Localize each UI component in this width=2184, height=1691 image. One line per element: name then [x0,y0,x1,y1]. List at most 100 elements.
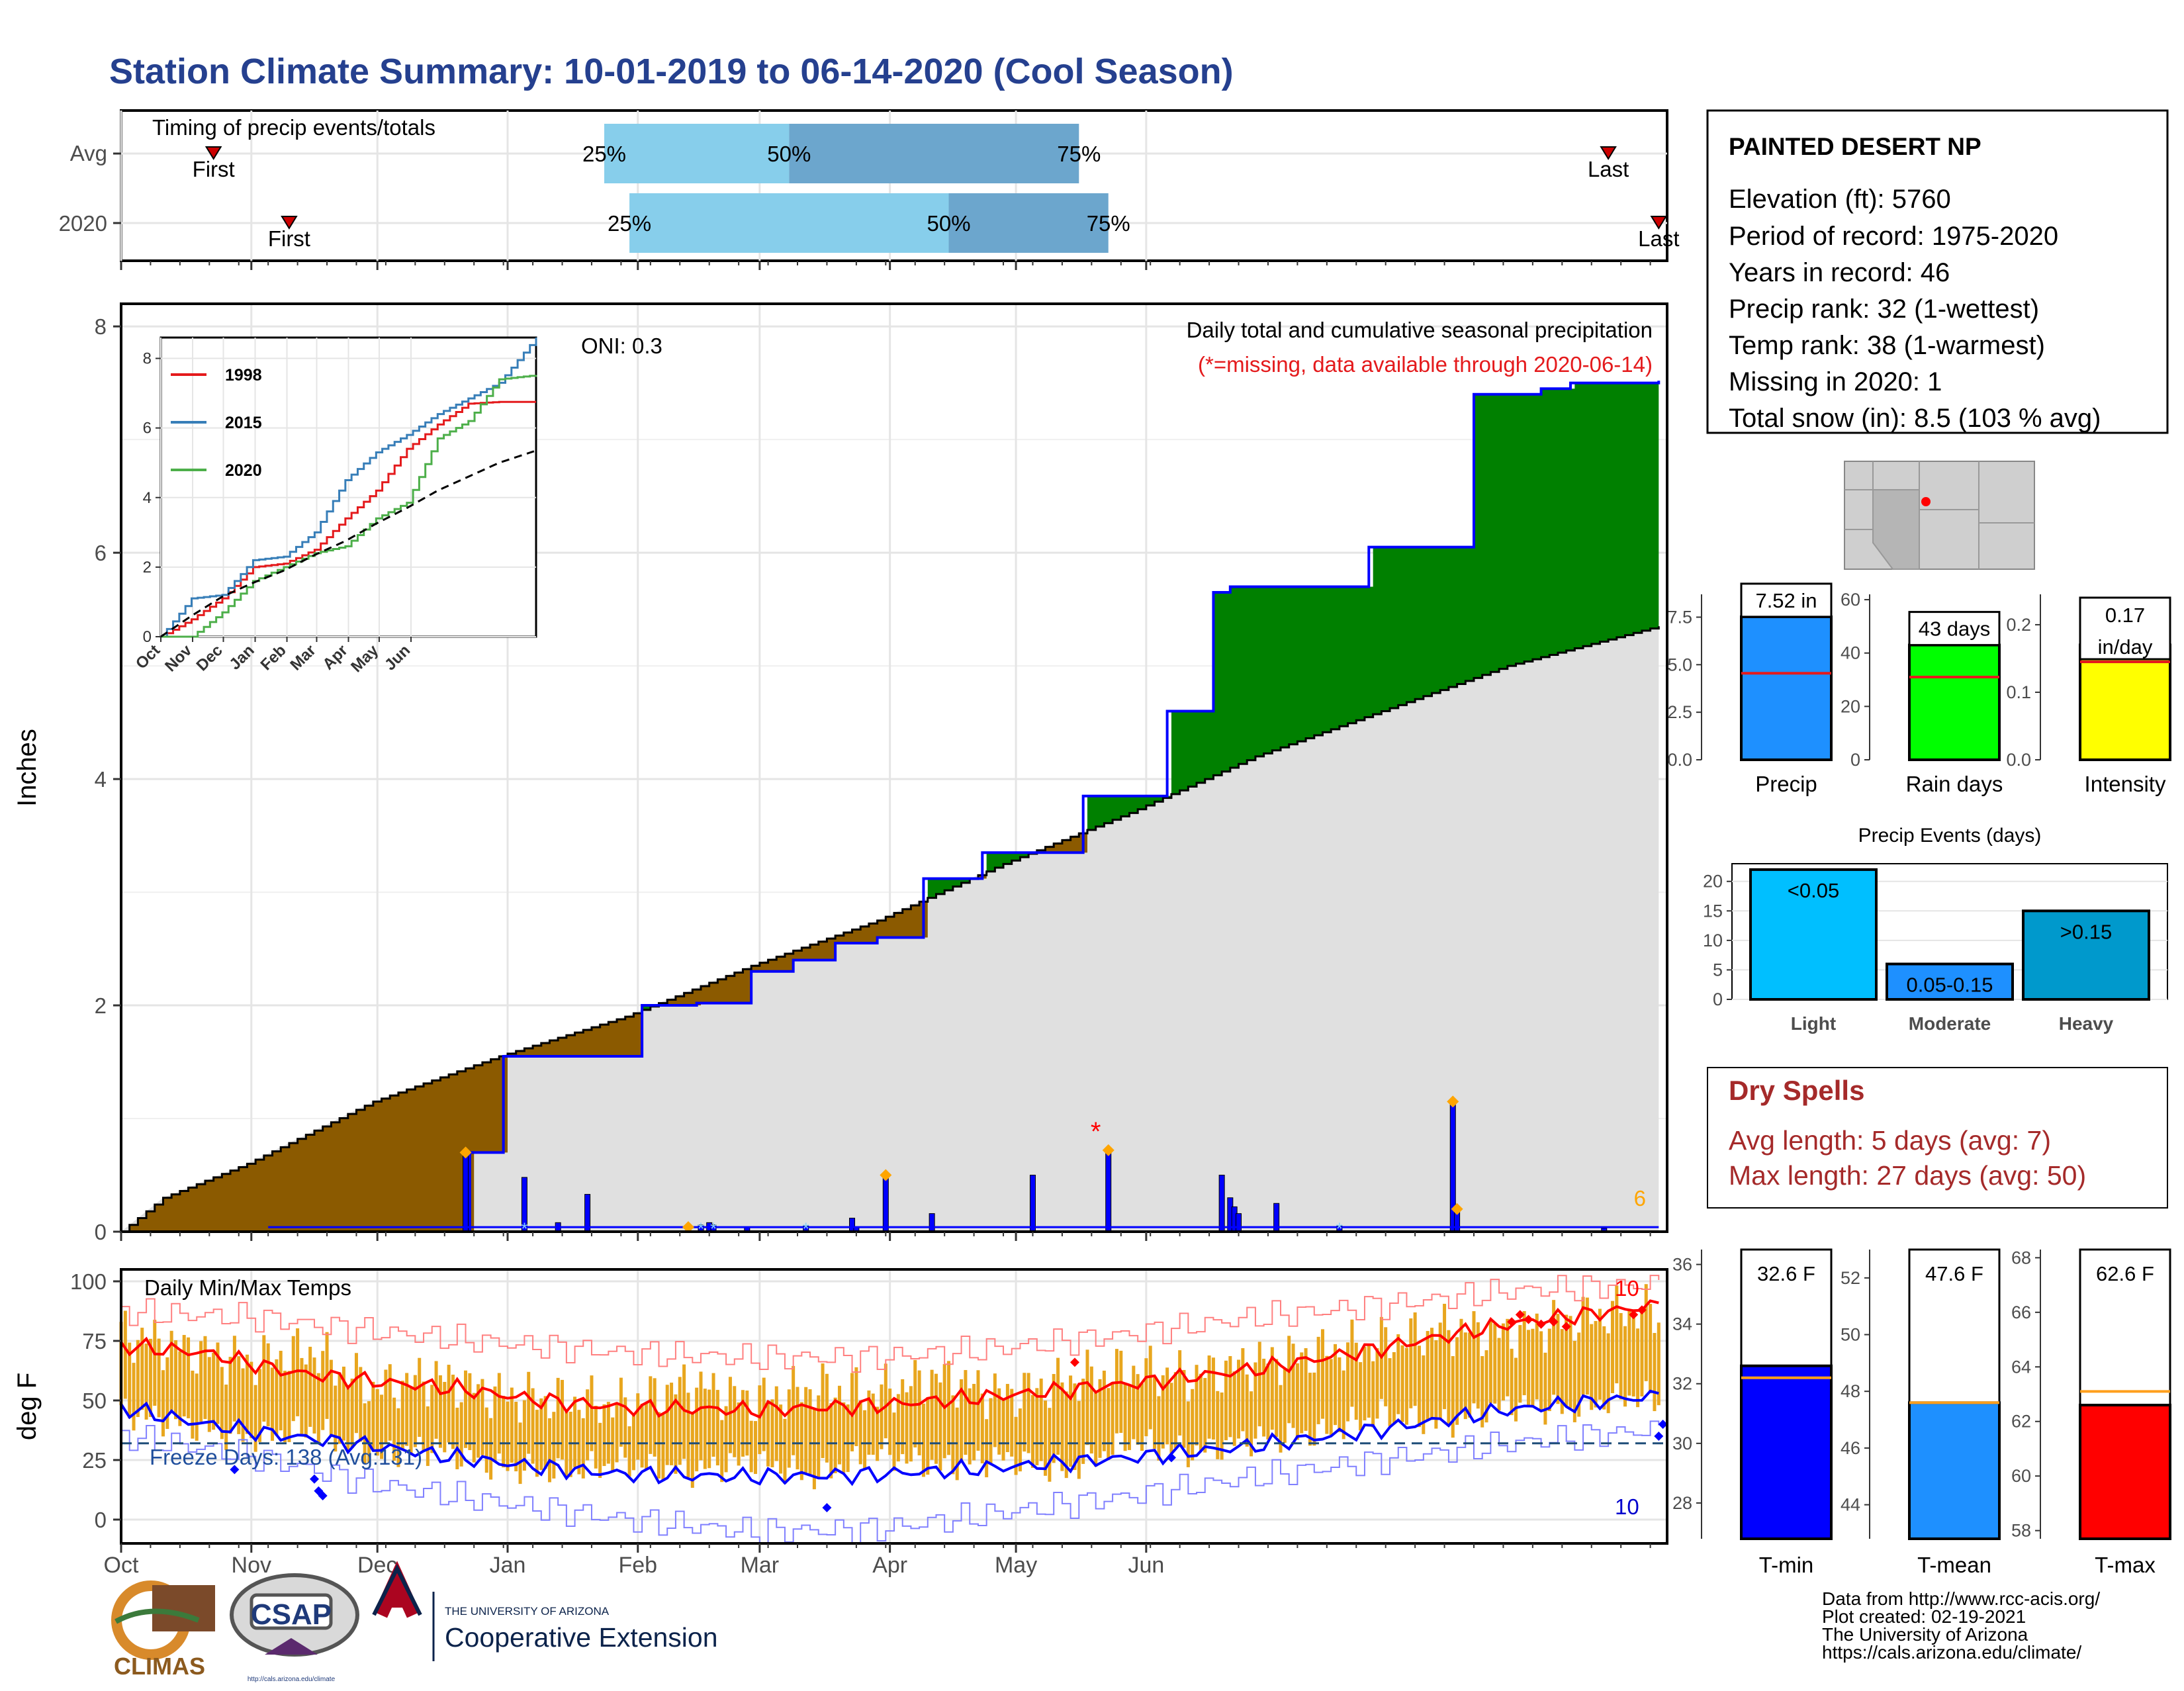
quartile-bar-25-50 [604,124,790,183]
daily-temp-bar [1228,1355,1232,1438]
temp-line-record_min [121,1420,1660,1545]
csap-wordmark: CSAP [251,1598,332,1631]
daily-temp-bar [561,1379,565,1460]
stat-value-label: 43 days [1919,617,1991,641]
daily-temp-bar [430,1385,434,1453]
temp-stat-bar-label: T-mean [1917,1553,1991,1577]
daily-temp-bar [1115,1349,1118,1434]
daily-temp-bar [1253,1362,1257,1439]
heavy-precip-marker [880,1169,892,1181]
y-tick-label: 0 [95,1508,107,1532]
temp-stat-tick-label: 52 [1841,1268,1860,1288]
daily-temp-bar [653,1378,657,1457]
daily-temp-bar [1619,1312,1623,1400]
daily-temp-bar [644,1403,648,1469]
daily-temp-bar [514,1401,518,1472]
daily-temp-bar [590,1375,594,1451]
daily-temp-bar [792,1365,796,1455]
daily-temp-bar [997,1388,1001,1455]
daily-temp-bar [341,1366,345,1441]
daily-temp-bar [283,1371,287,1443]
daily-temp-bar [960,1379,964,1462]
heavy-precip-marker [1447,1095,1459,1108]
daily-temp-bar [724,1406,728,1473]
station-line: Years in record: 46 [1729,258,1950,287]
climas-wordmark: CLIMAS [114,1653,205,1680]
temp-stat-tick-label: 28 [1672,1493,1692,1513]
daily-temp-bar [1148,1346,1152,1430]
csap-url: http://cals.arizona.edu/climate [248,1676,336,1683]
daily-temp-bar [472,1393,476,1463]
inset-y-tick-label: 4 [143,489,152,507]
daily-temp-bar [598,1422,602,1479]
daily-temp-bar [1089,1366,1093,1454]
daily-temp-bar [367,1401,371,1463]
last-event-marker [1650,216,1668,230]
daily-temp-bar [1627,1308,1631,1396]
daily-temp-bar [1220,1392,1224,1460]
daily-temp-bar [1186,1401,1190,1467]
temp-stat-value-label: 32.6 F [1757,1262,1815,1285]
inset-y-tick-label: 8 [143,350,152,368]
daily-temp-bar [384,1369,388,1444]
daily-temp-bar [484,1407,488,1473]
inset-average-line [160,450,535,638]
daily-temp-bar [766,1400,770,1467]
daily-temp-bar [1506,1318,1510,1396]
p75-label: 75% [1057,142,1101,166]
daily-temp-bar [569,1412,572,1477]
temp-stat-tick-label: 50 [1841,1325,1860,1345]
daily-temp-bar [867,1390,871,1455]
daily-temp-bar [253,1385,257,1452]
daily-temp-bar [1094,1391,1098,1467]
inset-legend-label: 2020 [225,461,262,480]
daily-precip-bar [584,1194,591,1232]
station-info-box: PAINTED DESERT NP Elevation (ft): 5760 P… [1706,109,2169,434]
daily-temp-bar [371,1381,375,1451]
daily-temp-bar [1237,1359,1241,1439]
dry-spells-box: Dry Spells Avg length: 5 days (avg: 7) M… [1707,1067,2168,1209]
daily-temp-bar [1598,1308,1602,1400]
daily-temp-bar [993,1373,997,1447]
temp-stat-bar-label: T-min [1759,1553,1814,1577]
daily-temp-bar [443,1381,447,1453]
daily-temp-bar [1001,1400,1005,1461]
temp-stat-tick-label: 60 [2011,1466,2031,1486]
daily-temp-bar [497,1373,501,1454]
daily-temp-bar [518,1422,522,1485]
daily-temp-bar [678,1377,682,1465]
daily-temp-bar [1396,1334,1400,1414]
daily-temp-bar [405,1373,409,1446]
above-average-area [642,383,1659,1010]
daily-temp-bar [1590,1324,1594,1410]
daily-temp-bar [266,1343,270,1427]
locator-map [1844,461,2035,570]
daily-temp-bar [690,1412,694,1488]
events-bar-label: Moderate [1909,1013,1991,1034]
daily-temp-bar [1300,1352,1304,1434]
daily-temp-bar [1173,1372,1177,1449]
daily-temp-bar [1119,1350,1123,1434]
daily-temp-bar [1169,1383,1173,1454]
record-high-marker [1515,1310,1525,1320]
events-bar-light [1749,868,1878,1001]
first-event-marker [281,216,298,230]
daily-temp-bar [1098,1379,1102,1458]
daily-temp-bar [909,1386,913,1462]
daily-temp-bar [1484,1350,1488,1423]
snow-marker: * [1336,1219,1343,1239]
missing-data-marker: * [1091,1117,1101,1146]
daily-temp-bar [968,1388,972,1465]
daily-temp-bar [1367,1344,1371,1418]
daily-temp-bar [640,1404,644,1468]
daily-temp-bar [808,1389,812,1476]
temp-stat-bar-T-max [2079,1403,2171,1540]
daily-temp-bar [316,1373,320,1443]
stat-tick-label: 40 [1841,643,1860,663]
footer-line: The University of Arizona [1822,1624,2028,1645]
daily-temp-bar [375,1389,379,1456]
daily-temp-bar [1056,1357,1060,1455]
temp-stat-tick-label: 30 [1672,1434,1692,1453]
daily-temp-bar [203,1336,207,1420]
events-tick-label: 20 [1703,872,1723,891]
